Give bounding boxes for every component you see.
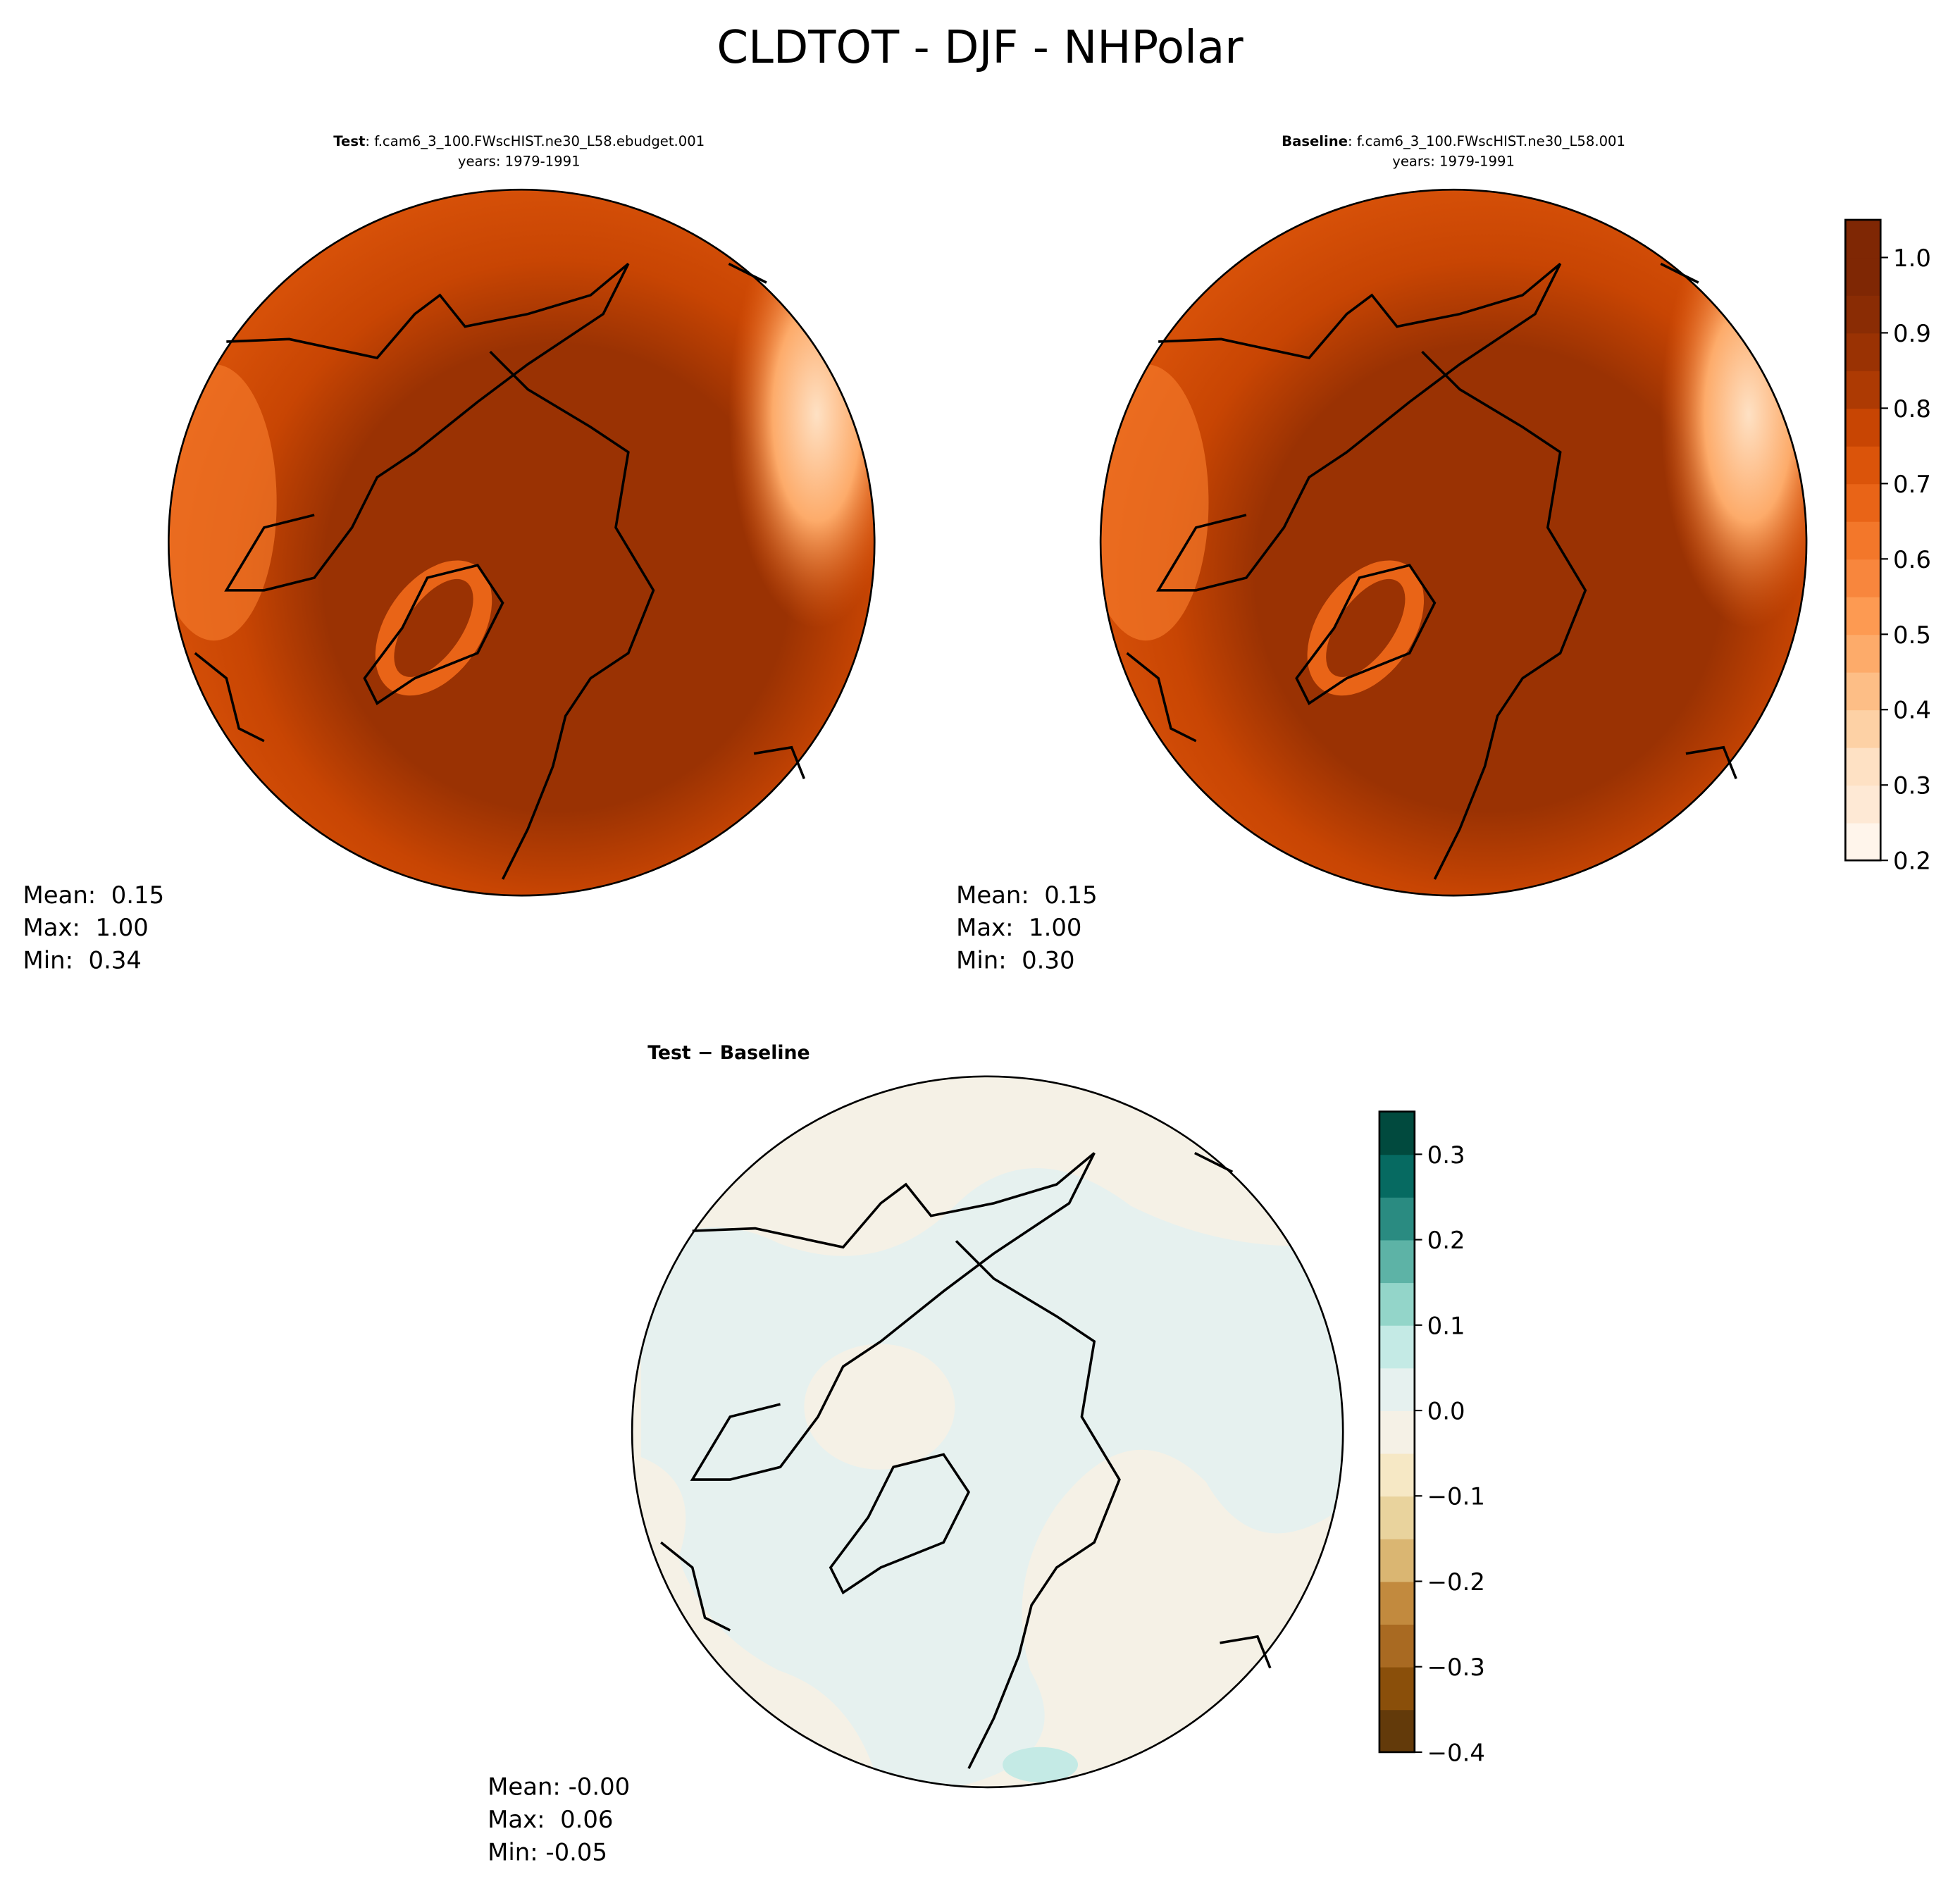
stat-max: Max: 1.00 xyxy=(956,914,1081,941)
colorbar-level xyxy=(1845,408,1881,447)
panel-subtitle: years: 1979-1991 xyxy=(1392,153,1515,169)
colorbar-level xyxy=(1379,1709,1415,1753)
colorbar-level xyxy=(1379,1196,1415,1241)
panel-title: Baseline: f.cam6_3_100.FWscHIST.ne30_L58… xyxy=(1282,133,1625,149)
colorbar-tick-label: 0.3 xyxy=(1427,1141,1465,1169)
map-boundary xyxy=(1099,188,1808,897)
colorbar-tick-label: 0.5 xyxy=(1893,621,1931,649)
figure-title: CLDTOT - DJF - NHPolar xyxy=(717,21,1243,74)
colorbar-tick-label: −0.4 xyxy=(1427,1739,1485,1766)
map-boundary xyxy=(631,1075,1344,1789)
colorbar-level xyxy=(1379,1496,1415,1539)
colorbar-level xyxy=(1845,634,1881,673)
colorbar-level xyxy=(1845,747,1881,786)
colorbar-level xyxy=(1379,1325,1415,1369)
panel-title: Test − Baseline xyxy=(647,1042,810,1064)
stat-min: Min: -0.05 xyxy=(488,1838,607,1866)
panel-test: Test: f.cam6_3_100.FWscHIST.ne30_L58.ebu… xyxy=(23,133,876,974)
colorbar-level xyxy=(1845,257,1881,296)
colorbar-level xyxy=(1845,822,1881,862)
colorbar-level xyxy=(1379,1666,1415,1711)
colorbar-level xyxy=(1845,559,1881,597)
colorbar-level xyxy=(1845,709,1881,748)
colorbar-tick-label: −0.2 xyxy=(1427,1568,1485,1596)
colorbar-brbg: 0.3 0.2 0.1 0.0 −0.1 −0.2 −0.3 −0.4 xyxy=(1378,1110,1485,1766)
stat-mean: Mean: -0.00 xyxy=(488,1773,630,1801)
stat-mean: Mean: 0.15 xyxy=(956,881,1098,909)
colorbar-tick-label: 0.1 xyxy=(1427,1312,1465,1339)
stat-min: Min: 0.34 xyxy=(23,947,142,974)
panel-title: Test: f.cam6_3_100.FWscHIST.ne30_L58.ebu… xyxy=(333,133,705,149)
colorbar-level xyxy=(1845,596,1881,635)
colorbar-tick-label: 0.0 xyxy=(1427,1398,1465,1425)
map-field xyxy=(1100,190,1807,896)
stat-mean: Mean: 0.15 xyxy=(23,881,165,909)
colorbar-level xyxy=(1379,1239,1415,1284)
colorbar-tick-label: −0.3 xyxy=(1427,1654,1485,1681)
colorbar-tick-label: 1.0 xyxy=(1893,244,1931,272)
stat-max: Max: 1.00 xyxy=(23,914,149,941)
colorbar-level xyxy=(1379,1453,1415,1497)
stat-max: Max: 0.06 xyxy=(488,1806,613,1833)
colorbar-level xyxy=(1845,370,1881,409)
coastlines xyxy=(1126,262,1737,880)
coastlines xyxy=(660,1151,1272,1769)
map-boundary xyxy=(168,188,876,897)
stat-min: Min: 0.30 xyxy=(956,947,1074,974)
colorbar-level xyxy=(1379,1581,1415,1625)
colorbar-tick-label: 0.3 xyxy=(1893,772,1931,800)
colorbar-frame xyxy=(1378,1110,1416,1754)
colorbar-oranges: 1.0 0.9 0.8 0.7 0.6 0.5 0.4 0.3 0.2 xyxy=(1844,218,1931,875)
colorbar-level xyxy=(1845,483,1881,522)
colorbar-level xyxy=(1379,1538,1415,1582)
colorbar-tick-label: −0.1 xyxy=(1427,1483,1485,1511)
colorbar-level xyxy=(1379,1368,1415,1411)
colorbar-tick-label: 0.8 xyxy=(1893,395,1931,423)
colorbar-tick-label: 0.2 xyxy=(1893,848,1931,875)
colorbar-frame xyxy=(1844,218,1882,862)
colorbar-level xyxy=(1845,671,1881,711)
coastlines xyxy=(194,262,806,880)
colorbar-level xyxy=(1379,1111,1415,1155)
colorbar-tick-label: 0.4 xyxy=(1893,697,1931,724)
colorbar-level xyxy=(1845,521,1881,560)
panel-baseline: Baseline: f.cam6_3_100.FWscHIST.ne30_L58… xyxy=(956,133,1808,974)
colorbar-level xyxy=(1845,445,1881,485)
panel-subtitle: years: 1979-1991 xyxy=(458,153,581,169)
colorbar-level xyxy=(1379,1624,1415,1668)
colorbar-level xyxy=(1379,1282,1415,1326)
colorbar-level xyxy=(1845,294,1881,334)
colorbar-level xyxy=(1379,1154,1415,1198)
map-field xyxy=(168,190,875,896)
colorbar-level xyxy=(1379,1410,1415,1454)
colorbar-tick-label: 0.9 xyxy=(1893,320,1931,347)
colorbar-tick-label: 0.7 xyxy=(1893,471,1931,498)
colorbar-level xyxy=(1845,333,1881,371)
colorbar-tick-label: 0.2 xyxy=(1427,1227,1465,1254)
panel-difference: Test − Baseline Mean: -0.00 Max: 0.06 Mi… xyxy=(488,1042,1344,1866)
colorbar-tick-label: 0.6 xyxy=(1893,546,1931,573)
colorbar-level xyxy=(1845,785,1881,824)
map-field xyxy=(632,1076,1344,1787)
colorbar-level xyxy=(1845,219,1881,259)
